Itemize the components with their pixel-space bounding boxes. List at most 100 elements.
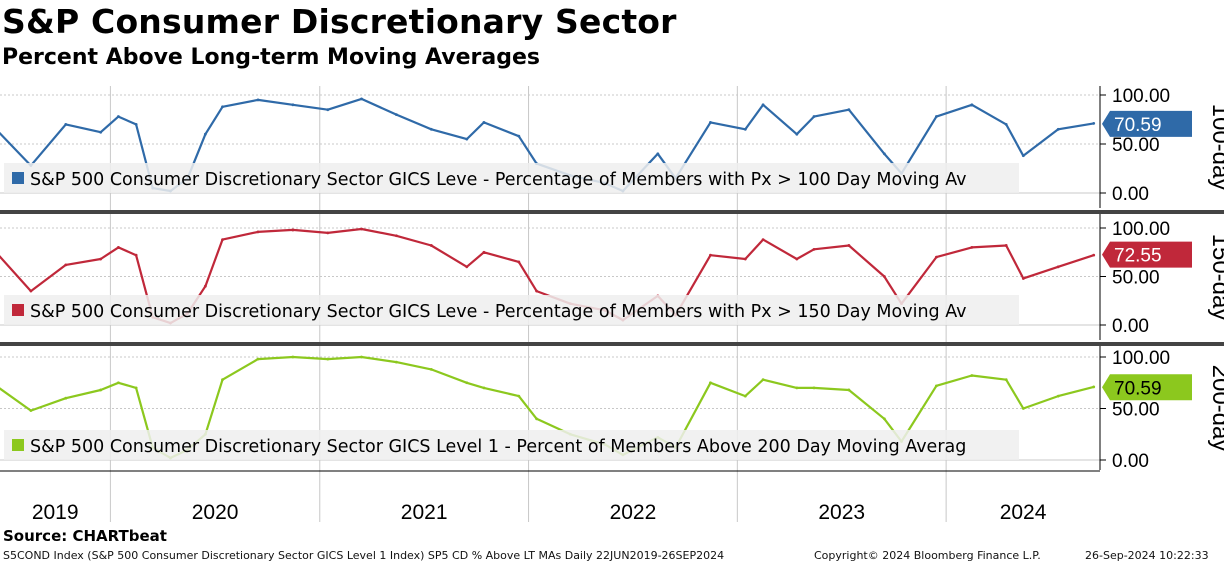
- data-point: [221, 378, 224, 382]
- data-point: [134, 123, 138, 126]
- panel-separator: [0, 210, 1224, 214]
- x-tick-label: 2024: [1000, 501, 1047, 524]
- footer-copyright: Copyright© 2024 Bloomberg Finance L.P.: [814, 549, 1041, 562]
- data-point: [221, 105, 224, 109]
- data-point: [1004, 244, 1008, 247]
- data-point: [1004, 123, 1008, 126]
- data-point: [395, 113, 398, 116]
- data-point: [256, 98, 260, 102]
- y-tick-label: 0.00: [1112, 184, 1149, 205]
- data-point: [1056, 127, 1060, 131]
- data-point: [360, 355, 363, 359]
- data-point: [429, 127, 433, 131]
- last-value-label: 70.59: [1114, 378, 1162, 399]
- data-point: [1056, 265, 1060, 269]
- data-point: [935, 255, 938, 259]
- data-point: [970, 103, 974, 107]
- data-point: [882, 417, 886, 421]
- data-point: [795, 257, 799, 261]
- data-point: [99, 257, 103, 261]
- data-point: [291, 103, 295, 107]
- data-point: [429, 367, 433, 371]
- data-point: [64, 263, 68, 267]
- legend-box: [4, 430, 1019, 460]
- y-tick-label: 50.00: [1112, 400, 1160, 421]
- data-point: [1056, 394, 1060, 398]
- data-point: [709, 253, 712, 257]
- y-tick-label: 50.00: [1112, 268, 1160, 289]
- legend-box: [4, 295, 1019, 325]
- x-tick-label: 2019: [32, 501, 79, 524]
- data-point: [517, 134, 521, 138]
- data-point: [1092, 385, 1096, 389]
- data-point: [743, 127, 747, 131]
- data-point: [29, 289, 33, 293]
- data-point: [360, 227, 363, 231]
- legend-label: S&P 500 Consumer Discretionary Sector GI…: [30, 302, 967, 322]
- x-tick-label: 2023: [818, 501, 865, 524]
- footer-description: S5COND Index (S&P 500 Consumer Discretio…: [3, 549, 725, 562]
- data-point: [882, 152, 886, 156]
- data-point: [221, 238, 224, 242]
- y-tick-label: 0.00: [1112, 316, 1149, 337]
- data-point: [847, 244, 851, 247]
- data-point: [812, 386, 816, 390]
- data-point: [847, 388, 851, 392]
- data-point: [795, 386, 799, 390]
- chart-title: S&P Consumer Discretionary Sector: [2, 2, 677, 41]
- data-point: [847, 108, 851, 112]
- data-point: [1021, 277, 1025, 280]
- data-point: [117, 246, 120, 249]
- legend-swatch: [12, 172, 24, 184]
- data-point: [761, 103, 765, 107]
- x-tick-label: 2020: [192, 501, 239, 524]
- data-point: [256, 230, 260, 234]
- data-point: [482, 250, 486, 254]
- data-point: [291, 355, 295, 359]
- data-point: [935, 384, 938, 388]
- data-point: [795, 132, 799, 136]
- data-point: [465, 265, 469, 269]
- data-point: [970, 246, 974, 249]
- data-point: [465, 381, 469, 385]
- last-value-tag: [1102, 241, 1192, 268]
- panel-label: 200-day: [1207, 365, 1224, 452]
- data-point: [326, 108, 330, 112]
- data-point: [465, 137, 469, 141]
- data-point: [395, 360, 398, 364]
- data-point: [656, 152, 660, 156]
- data-point: [761, 378, 765, 382]
- data-point: [1021, 407, 1025, 410]
- y-tick-label: 0.00: [1112, 451, 1149, 472]
- data-point: [935, 115, 938, 118]
- data-point: [517, 260, 521, 264]
- data-point: [761, 238, 765, 242]
- data-point: [1004, 378, 1008, 382]
- data-point: [429, 244, 433, 247]
- data-point: [482, 121, 486, 124]
- y-tick-label: 100.00: [1112, 348, 1170, 369]
- data-point: [1092, 122, 1096, 125]
- data-point: [99, 130, 103, 134]
- data-point: [743, 257, 747, 261]
- data-point: [535, 289, 538, 293]
- data-point: [360, 97, 363, 101]
- last-value-tag: [1102, 374, 1192, 401]
- data-point: [64, 396, 68, 400]
- data-point: [482, 386, 486, 390]
- y-tick-label: 50.00: [1112, 135, 1160, 156]
- data-point: [117, 115, 120, 118]
- data-point: [535, 417, 538, 421]
- data-point: [326, 231, 330, 235]
- data-point: [812, 115, 816, 118]
- panel-label: 150-day: [1207, 234, 1224, 321]
- legend-swatch: [12, 439, 24, 451]
- last-value-label: 70.59: [1114, 115, 1162, 136]
- legend-label: S&P 500 Consumer Discretionary Sector GI…: [30, 437, 966, 457]
- data-point: [99, 388, 103, 392]
- data-point: [1021, 154, 1025, 158]
- data-point: [256, 357, 260, 361]
- legend-box: [4, 163, 1019, 193]
- x-tick-label: 2021: [401, 501, 448, 524]
